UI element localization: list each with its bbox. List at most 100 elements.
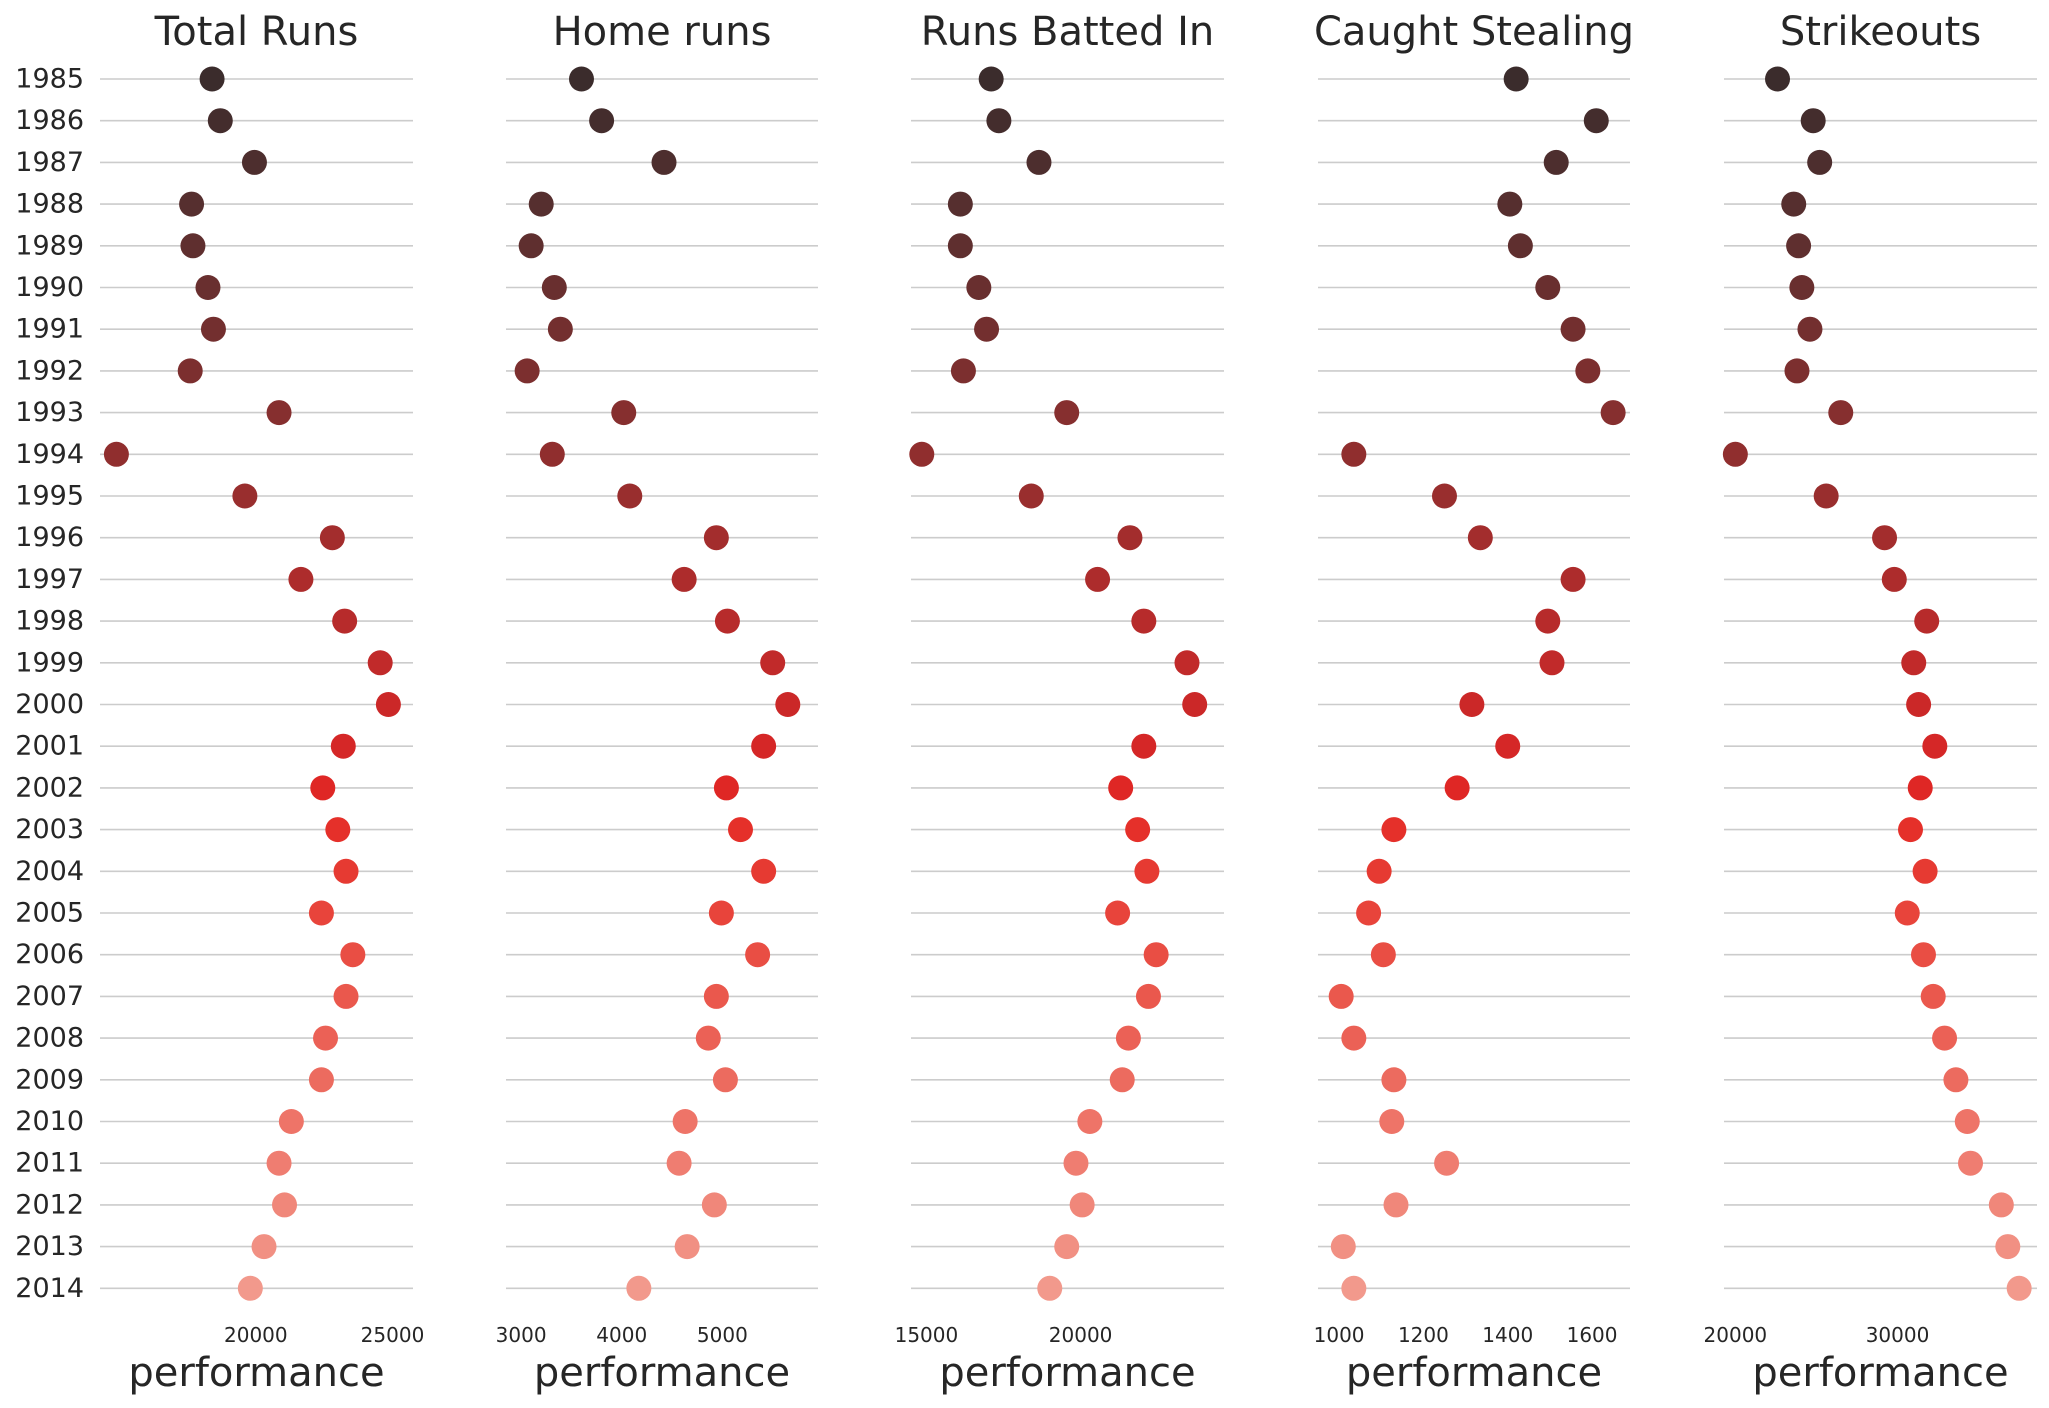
year-tick-label: 1998 bbox=[15, 606, 84, 637]
data-point bbox=[1381, 817, 1407, 843]
year-tick-label: 1989 bbox=[15, 230, 84, 261]
data-point bbox=[909, 441, 935, 467]
year-tick-label: 1992 bbox=[15, 355, 84, 386]
x-axis-label: performance bbox=[1346, 1350, 1602, 1396]
data-point bbox=[708, 900, 734, 926]
data-point bbox=[1018, 483, 1044, 509]
data-point bbox=[333, 983, 359, 1009]
data-point bbox=[1054, 400, 1080, 426]
data-point bbox=[1872, 525, 1898, 551]
data-point bbox=[340, 942, 366, 968]
year-tick-label: 1999 bbox=[15, 647, 84, 678]
data-point bbox=[1115, 1025, 1141, 1051]
year-tick-label: 1993 bbox=[15, 397, 84, 428]
data-point bbox=[241, 149, 267, 175]
data-point bbox=[1143, 942, 1169, 968]
data-point bbox=[180, 233, 206, 259]
data-point bbox=[1995, 1234, 2021, 1260]
data-point bbox=[1135, 983, 1161, 1009]
x-tick-label: 20000 bbox=[1704, 1323, 1768, 1347]
data-point bbox=[666, 1150, 692, 1176]
y-axis-year-labels: 1985 1986 1987 1988 1989 1990 1991 1992 1993 1994… bbox=[15, 64, 84, 1304]
data-point bbox=[1497, 191, 1523, 217]
data-point bbox=[1467, 525, 1493, 551]
data-point bbox=[547, 316, 573, 342]
data-point bbox=[947, 233, 973, 259]
data-point bbox=[195, 275, 221, 300]
data-point bbox=[179, 191, 205, 217]
data-point bbox=[272, 1192, 298, 1218]
data-point bbox=[1954, 1109, 1980, 1134]
year-tick-label: 2007 bbox=[15, 981, 84, 1012]
panel-caught-stealing: Caught Stealing 1000 1200 1400 1600 performan… bbox=[1314, 9, 1634, 1396]
data-point bbox=[313, 1025, 339, 1051]
data-point bbox=[266, 1150, 292, 1176]
data-point bbox=[1117, 525, 1143, 551]
data-point bbox=[745, 942, 771, 968]
year-tick-label: 1994 bbox=[15, 439, 84, 470]
data-point bbox=[325, 817, 351, 843]
data-point bbox=[1914, 608, 1940, 634]
year-tick-label: 2014 bbox=[15, 1273, 84, 1304]
data-point bbox=[177, 358, 203, 384]
data-point bbox=[713, 775, 739, 801]
data-point bbox=[539, 441, 565, 467]
data-point bbox=[1781, 191, 1807, 217]
data-point bbox=[1932, 1025, 1958, 1051]
panel-title: Caught Stealing bbox=[1314, 9, 1634, 55]
x-axis-label: performance bbox=[939, 1350, 1195, 1396]
data-point bbox=[1085, 566, 1111, 592]
data-point bbox=[1535, 608, 1561, 634]
data-point bbox=[1910, 942, 1936, 968]
data-point bbox=[1026, 149, 1052, 175]
data-point bbox=[1797, 316, 1823, 342]
data-point bbox=[1341, 1275, 1367, 1301]
data-point bbox=[986, 108, 1012, 134]
data-point bbox=[1444, 775, 1470, 801]
data-point bbox=[1813, 483, 1839, 509]
data-point bbox=[703, 983, 729, 1009]
year-tick-label: 1985 bbox=[15, 64, 84, 95]
data-point bbox=[568, 66, 594, 92]
data-point bbox=[1575, 358, 1601, 384]
data-point bbox=[1174, 650, 1200, 676]
data-point bbox=[1131, 608, 1157, 634]
data-point bbox=[333, 858, 359, 884]
data-point bbox=[1459, 692, 1485, 717]
year-tick-label: 1987 bbox=[15, 147, 84, 178]
data-point bbox=[1366, 858, 1392, 884]
data-point bbox=[611, 400, 637, 426]
data-point bbox=[1560, 566, 1586, 592]
data-point bbox=[1330, 1234, 1356, 1260]
data-point bbox=[332, 608, 358, 634]
data-point bbox=[1901, 650, 1927, 676]
data-point bbox=[1543, 149, 1569, 175]
data-point bbox=[251, 1234, 277, 1260]
data-point bbox=[1920, 983, 1946, 1009]
data-point bbox=[1600, 400, 1626, 426]
data-point bbox=[1370, 942, 1396, 968]
data-point bbox=[1383, 1192, 1409, 1218]
x-tick-label: 20000 bbox=[1049, 1323, 1113, 1347]
data-point bbox=[199, 66, 225, 92]
data-point bbox=[701, 1192, 727, 1218]
data-point bbox=[1379, 1109, 1405, 1134]
data-point bbox=[671, 566, 697, 592]
x-tick-label: 20000 bbox=[224, 1323, 288, 1347]
data-point bbox=[1182, 692, 1208, 717]
x-tick-label: 1400 bbox=[1482, 1323, 1533, 1347]
data-point bbox=[1108, 775, 1134, 801]
data-point bbox=[528, 191, 554, 217]
year-tick-label: 1995 bbox=[15, 481, 84, 512]
year-tick-label: 1991 bbox=[15, 314, 84, 345]
data-point bbox=[1431, 483, 1457, 509]
year-tick-label: 2011 bbox=[15, 1148, 84, 1179]
data-point bbox=[966, 275, 992, 300]
data-point bbox=[1881, 566, 1907, 592]
data-point bbox=[1828, 400, 1854, 426]
year-tick-label: 1990 bbox=[15, 272, 84, 303]
x-axis-label: performance bbox=[534, 1350, 790, 1396]
data-point bbox=[751, 858, 777, 884]
x-tick-label: 1200 bbox=[1398, 1323, 1449, 1347]
